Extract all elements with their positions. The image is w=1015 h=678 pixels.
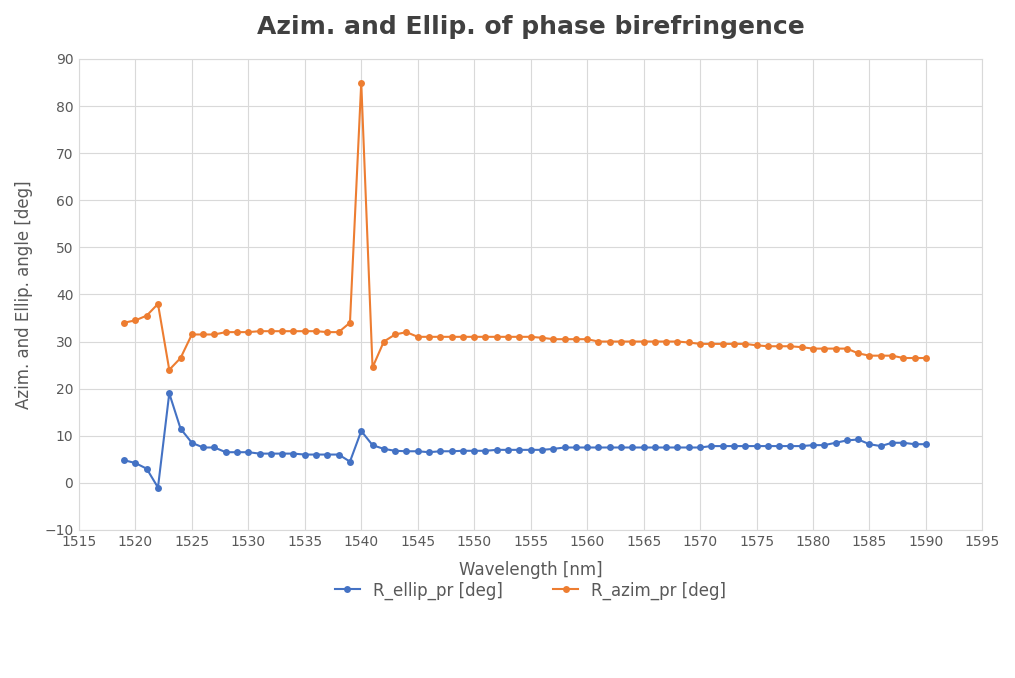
R_ellip_pr [deg] [649, 443, 661, 452]
X-axis label: Wavelength [nm]: Wavelength [nm] [459, 561, 603, 578]
R_azim_pr [deg] [875, 352, 887, 360]
R_azim_pr [deg] [683, 338, 695, 346]
Line: R_azim_pr [deg]: R_azim_pr [deg] [121, 79, 930, 374]
R_azim_pr [deg] [412, 333, 424, 341]
R_azim_pr [deg] [243, 328, 255, 336]
Y-axis label: Azim. and Ellip. angle [deg]: Azim. and Ellip. angle [deg] [15, 180, 33, 409]
R_ellip_pr [deg] [152, 483, 164, 492]
R_ellip_pr [deg] [254, 450, 266, 458]
R_azim_pr [deg] [649, 338, 661, 346]
R_ellip_pr [deg] [412, 447, 424, 456]
R_ellip_pr [deg] [163, 389, 176, 397]
R_azim_pr [deg] [593, 338, 605, 346]
Legend: R_ellip_pr [deg], R_azim_pr [deg]: R_ellip_pr [deg], R_azim_pr [deg] [328, 575, 733, 606]
R_ellip_pr [deg] [683, 443, 695, 452]
Line: R_ellip_pr [deg]: R_ellip_pr [deg] [121, 390, 930, 491]
R_ellip_pr [deg] [593, 443, 605, 452]
R_ellip_pr [deg] [920, 440, 932, 448]
R_ellip_pr [deg] [118, 456, 130, 464]
R_azim_pr [deg] [355, 79, 367, 87]
R_azim_pr [deg] [920, 354, 932, 362]
Title: Azim. and Ellip. of phase birefringence: Azim. and Ellip. of phase birefringence [257, 15, 805, 39]
R_azim_pr [deg] [163, 365, 176, 374]
R_azim_pr [deg] [118, 319, 130, 327]
R_ellip_pr [deg] [875, 442, 887, 450]
